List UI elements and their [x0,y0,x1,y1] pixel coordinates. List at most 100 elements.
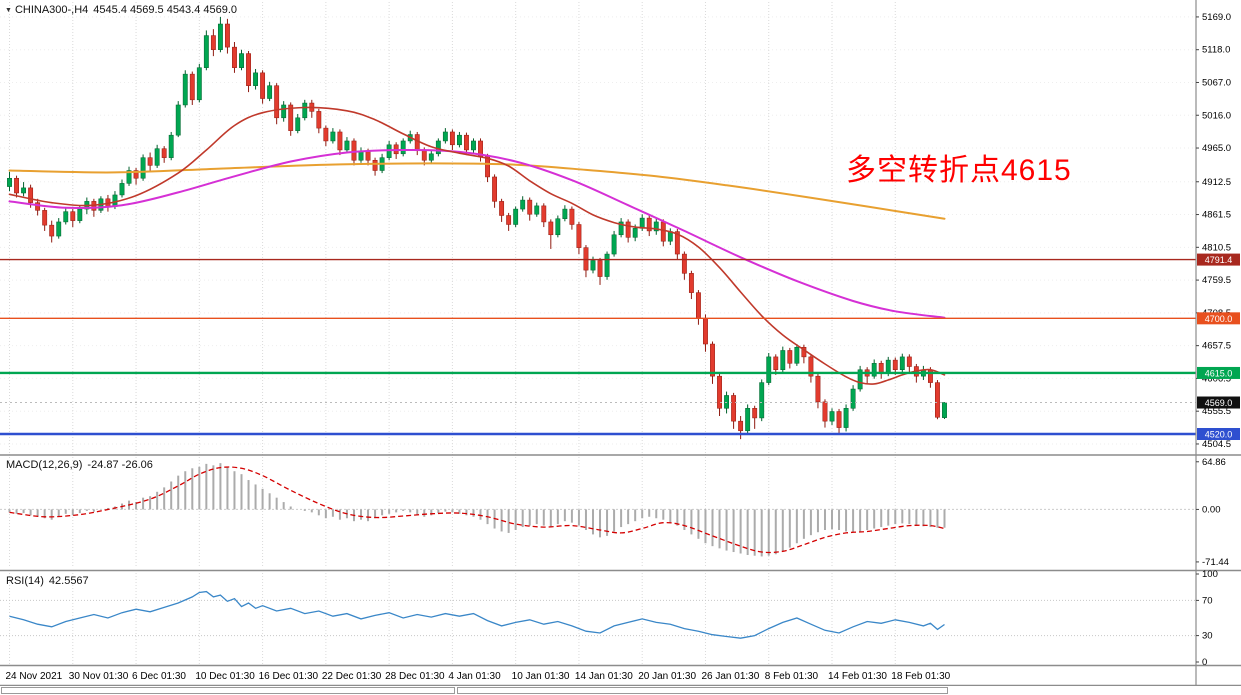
candle-body [597,260,603,277]
x-axis-label: 18 Feb 01:30 [891,671,950,682]
candle-body [703,318,708,345]
candle-body [217,23,223,50]
candle-body [927,369,933,383]
candle-body [161,148,167,158]
candle-body [464,134,469,151]
candle-body [499,201,505,216]
candle-body [70,211,76,221]
candle-body [717,375,722,409]
x-axis-label: 14 Feb 01:30 [828,671,887,682]
candle-body [843,408,849,428]
candle-body [323,127,329,142]
x-axis-label: 16 Dec 01:30 [259,671,319,682]
x-axis-label: 20 Jan 01:30 [638,671,696,682]
price-badge-label: 4700.0 [1205,314,1233,324]
x-axis-label: 26 Jan 01:30 [701,671,759,682]
candle-body [133,170,139,179]
macd-values: -24.87 -26.06 [87,459,153,471]
candle-body [21,187,27,194]
candle-body [196,67,202,101]
candle-body [829,411,835,422]
candle-body [175,104,181,136]
candle-body [232,46,237,68]
symbol-name: CHINA300-,H4 [14,4,89,16]
candle-body [639,217,645,229]
candle-body [688,273,694,293]
candle-body [56,221,62,237]
x-axis-label: 24 Nov 2021 [6,671,63,682]
candle-body [302,102,308,119]
candle-body [49,224,55,237]
candle-body [836,411,842,428]
candle-body [759,382,765,419]
candle-body [428,153,434,161]
candle-body [942,402,947,418]
candle-body [632,228,638,238]
candle-body [182,73,188,106]
x-axis-label: 22 Dec 01:30 [322,671,382,682]
ma-fast-line [8,106,946,385]
candle-body [745,408,751,432]
candle-body [527,199,533,215]
rsi-axis-label: 100 [1202,569,1218,580]
macd-axis-label: 0.00 [1202,504,1221,515]
candle-body [253,72,258,86]
candle-body [168,134,174,158]
price-axis-label: 4555.5 [1202,406,1231,417]
x-axis-label: 8 Feb 01:30 [765,671,819,682]
candle-body [28,187,34,203]
candle-body [288,104,294,131]
candle-body [147,157,153,166]
price-axis-label: 5067.0 [1202,77,1231,88]
candle-body [520,199,526,210]
price-axis-label: 5118.0 [1202,45,1230,56]
candle-body [576,224,582,248]
price-badge [1197,428,1240,441]
candle-body [583,247,589,271]
candle-body [435,140,441,155]
candle-body [513,208,519,225]
price-badge-label: 4520.0 [1205,430,1233,440]
candle-body [674,231,680,255]
candle-body [906,356,912,367]
candle-body [492,176,498,202]
candle-body [210,35,216,50]
x-axis-label: 28 Dec 01:30 [385,671,445,682]
price-axis-label: 4657.5 [1202,341,1231,352]
rsi-axis-label: 70 [1202,595,1213,606]
candle-body [281,104,287,119]
scrollbar-segment-left[interactable] [1,687,455,694]
x-axis-label: 10 Jan 01:30 [512,671,570,682]
candle-body [878,363,884,374]
candle-body [365,150,371,161]
x-axis-label: 14 Jan 01:30 [575,671,633,682]
candle-body [119,183,125,196]
candle-body [154,148,160,166]
price-axis-label: 4504.5 [1202,439,1231,450]
one-click-trading-icon[interactable]: ▼ [5,7,12,14]
x-axis-label: 6 Dec 01:30 [132,671,186,682]
candle-body [541,205,547,223]
candle-body [822,401,828,422]
candle-body [752,408,758,419]
scrollbar-segment-right[interactable] [457,687,948,694]
candle-body [787,350,793,364]
candle-body [330,131,336,142]
price-axis-label: 4861.5 [1202,210,1231,221]
candle-body [274,85,280,119]
candle-body [857,369,863,390]
candle-body [681,253,687,274]
rsi-line [9,590,945,639]
rsi-name: RSI(14) [6,575,44,587]
ma-slow-line [8,162,946,220]
macd-signal-line [9,466,945,554]
candle-body [815,375,821,403]
candle-body [456,134,462,146]
candle-body [892,359,898,370]
candle-body [140,157,146,179]
candle-body [295,117,301,131]
candle-body [604,253,610,277]
